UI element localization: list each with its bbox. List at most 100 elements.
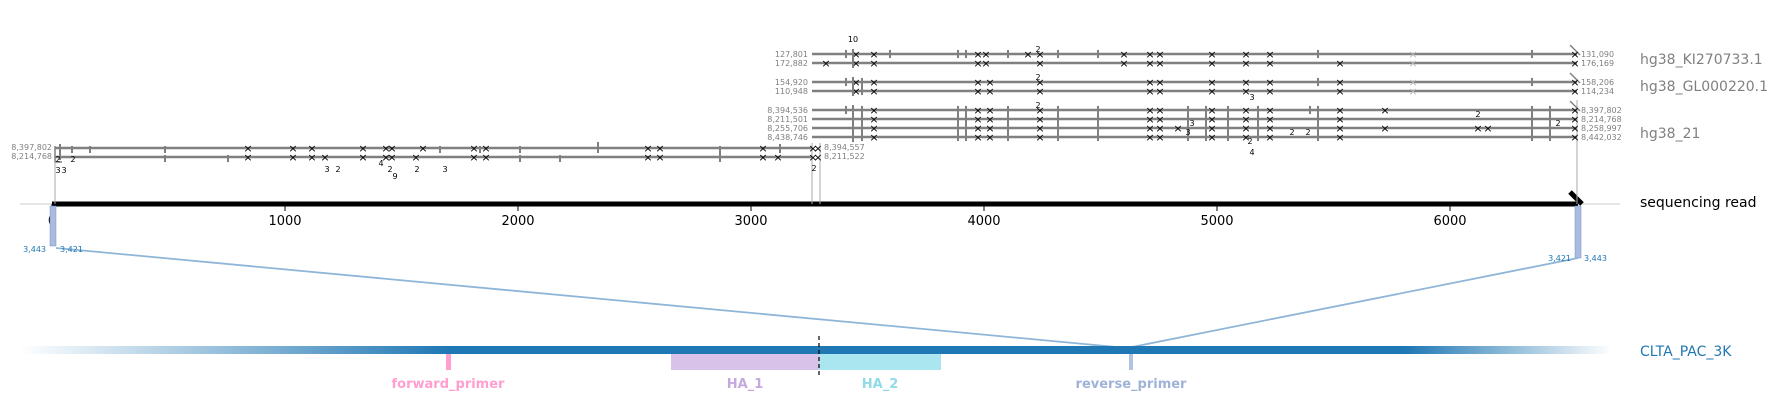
svg-text:×: × xyxy=(985,122,994,135)
svg-text:×: × xyxy=(1335,131,1344,144)
svg-text:×: × xyxy=(307,142,316,155)
svg-text:×: × xyxy=(1207,48,1216,61)
svg-text:×: × xyxy=(243,142,252,155)
svg-text:×: × xyxy=(813,142,822,155)
count-annotations: 10 2 2 2 3 2 2 2 2 2 2 4 3 2 3 3 3 4 2 9… xyxy=(55,35,1560,181)
reference-label: hg38_GL000220.1 xyxy=(1640,79,1768,95)
svg-text:×: × xyxy=(1241,48,1250,61)
coord-label: 158,206 xyxy=(1581,78,1614,87)
svg-text:×: × xyxy=(869,85,878,98)
count-label: 4 xyxy=(378,159,383,168)
count-label: 2 xyxy=(1035,101,1040,110)
tick-label-2000: 2000 xyxy=(501,214,534,229)
svg-text:×: × xyxy=(469,142,478,155)
svg-text:×: × xyxy=(1265,131,1274,144)
svg-text:×: × xyxy=(981,57,990,70)
feature-ha-2 xyxy=(819,354,941,370)
svg-text:×: × xyxy=(243,151,252,164)
svg-text:×: × xyxy=(869,48,878,61)
svg-text:×: × xyxy=(869,76,878,89)
count-label: 3 xyxy=(442,165,447,174)
svg-text:×: × xyxy=(1207,113,1216,126)
coord-label: 110,948 xyxy=(775,87,808,96)
count-label: 2 xyxy=(1289,128,1294,137)
reference-label: hg38_KI270733.1 xyxy=(1640,52,1763,68)
count-label: 2 xyxy=(1305,128,1310,137)
coord-label: 154,920 xyxy=(775,78,808,87)
svg-text:×: × xyxy=(1265,57,1274,70)
count-label: 3 xyxy=(1185,128,1190,137)
svg-text:×: × xyxy=(411,151,420,164)
svg-text:×: × xyxy=(773,151,782,164)
svg-text:×: × xyxy=(1241,104,1250,117)
svg-text:×: × xyxy=(869,131,878,144)
insertion-ticks-right xyxy=(845,50,1551,141)
svg-text:×: × xyxy=(1335,113,1344,126)
feature-label: reverse_primer xyxy=(1076,377,1188,392)
read-axis: 0 1000 2000 3000 4000 5000 6000 sequenci… xyxy=(20,190,1756,229)
svg-text:×: × xyxy=(851,57,860,70)
connection-coord: 3,443 xyxy=(1584,254,1607,263)
coord-label: 8,211,501 xyxy=(767,115,808,124)
left-alignments: 8,397,802 8,214,768 8,394,557 8,211,522 … xyxy=(11,142,865,164)
svg-text:×: × xyxy=(808,151,817,164)
read-label: sequencing read xyxy=(1640,195,1756,211)
svg-text:×: × xyxy=(1265,85,1274,98)
svg-text:×: × xyxy=(1155,122,1164,135)
coord-label: 8,258,997 xyxy=(1581,124,1622,133)
tick-label-5000: 5000 xyxy=(1200,214,1233,229)
svg-text:×: × xyxy=(985,131,994,144)
count-label: 2 xyxy=(1475,110,1480,119)
connection-coord: 3,421 xyxy=(60,245,83,254)
svg-text:×: × xyxy=(869,57,878,70)
svg-text:×: × xyxy=(1408,57,1417,70)
svg-text:×: × xyxy=(1035,113,1044,126)
count-label: 3 xyxy=(1249,93,1254,102)
svg-text:×: × xyxy=(851,85,860,98)
tick: 6000 xyxy=(1433,204,1467,229)
tick: 2000 xyxy=(501,204,535,229)
svg-text:×: × xyxy=(1241,131,1250,144)
svg-text:×: × xyxy=(1035,85,1044,98)
svg-text:×: × xyxy=(1155,104,1164,117)
svg-text:×: × xyxy=(1265,48,1274,61)
svg-text:×: × xyxy=(1155,113,1164,126)
feature-label: HA_1 xyxy=(727,377,764,392)
svg-text:×: × xyxy=(1145,122,1154,135)
tick-label-3000: 3000 xyxy=(734,214,767,229)
svg-text:×: × xyxy=(813,151,822,164)
count-label: 2 xyxy=(1555,119,1560,128)
svg-text:×: × xyxy=(643,151,652,164)
svg-text:×: × xyxy=(1207,104,1216,117)
svg-text:×: × xyxy=(973,122,982,135)
mismatch-markers-right: × ×××× ×××× ×××× ×××× × ×× × × ×× × × ×× × × ××… xyxy=(821,48,1579,144)
svg-text:×: × xyxy=(655,142,664,155)
svg-text:×: × xyxy=(358,151,367,164)
count-label: 4 xyxy=(1249,148,1254,157)
svg-text:×: × xyxy=(1145,76,1154,89)
target-connection: 3,443 3,421 3,421 3,443 xyxy=(23,205,1607,349)
connection-coord: 3,443 xyxy=(23,245,46,254)
target-sequence: forward_primer HA_1 HA_2 reverse_primer … xyxy=(20,336,1732,392)
tick: 5000 xyxy=(1200,204,1234,229)
svg-text:×: × xyxy=(1207,76,1216,89)
coord-label: 8,214,768 xyxy=(11,152,52,161)
tick-label-4000: 4000 xyxy=(967,214,1000,229)
svg-text:×: × xyxy=(387,151,396,164)
count-label: 3 xyxy=(1189,119,1194,128)
svg-text:×: × xyxy=(851,48,860,61)
svg-text:×: × xyxy=(381,151,390,164)
svg-text:×: × xyxy=(1035,122,1044,135)
tick: 3000 xyxy=(734,204,768,229)
svg-text:×: × xyxy=(481,142,490,155)
svg-text:×: × xyxy=(985,85,994,98)
tick: 4000 xyxy=(967,204,1001,229)
coord-label: 127,801 xyxy=(775,50,808,59)
svg-text:×: × xyxy=(643,142,652,155)
mismatch-markers-left: ×× ×× ×× × ×× ×× ×× ×× × × × × × × × × ×× × … xyxy=(243,142,822,164)
svg-text:×: × xyxy=(973,104,982,117)
svg-text:×: × xyxy=(985,113,994,126)
svg-text:×: × xyxy=(973,48,982,61)
coord-label: 8,394,536 xyxy=(767,106,808,115)
